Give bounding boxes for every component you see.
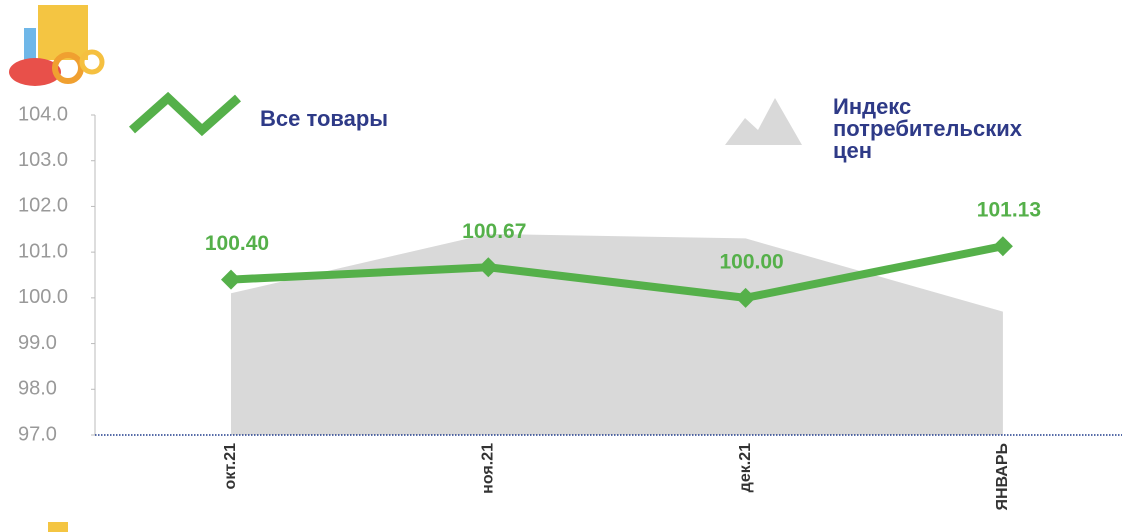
legend-label: Все товары <box>260 106 389 131</box>
legend-label: Индекс потребительских цен <box>833 94 1022 163</box>
marker <box>221 269 241 290</box>
decor <box>48 522 68 532</box>
marker <box>478 257 499 278</box>
y-tick-label: 101.0 <box>18 240 68 262</box>
data-label: 100.40 <box>205 232 269 255</box>
legend-line-icon <box>129 91 241 137</box>
data-label: 101.13 <box>977 199 1041 222</box>
data-label: 100.67 <box>462 220 526 243</box>
data-label: 100.00 <box>719 250 783 273</box>
y-tick-label: 100.0 <box>18 286 68 308</box>
legend-area-icon <box>725 98 802 145</box>
y-tick-label: 103.0 <box>18 149 68 171</box>
y-tick-label: 102.0 <box>18 195 68 217</box>
x-tick-label: ноя.21 <box>480 443 497 494</box>
marker <box>735 287 756 308</box>
y-tick-label: 99.0 <box>18 332 57 354</box>
y-tick-label: 98.0 <box>18 378 57 400</box>
x-tick-label: ЯНВАРЬ <box>994 443 1011 511</box>
y-tick-label: 97.0 <box>18 423 57 445</box>
x-tick-label: окт.21 <box>222 443 239 490</box>
area <box>231 233 1003 435</box>
food-icon <box>9 5 105 86</box>
y-tick-label: 104.0 <box>18 103 68 125</box>
line <box>230 242 1004 302</box>
marker <box>992 236 1013 257</box>
x-tick-label: дек.21 <box>737 443 754 492</box>
